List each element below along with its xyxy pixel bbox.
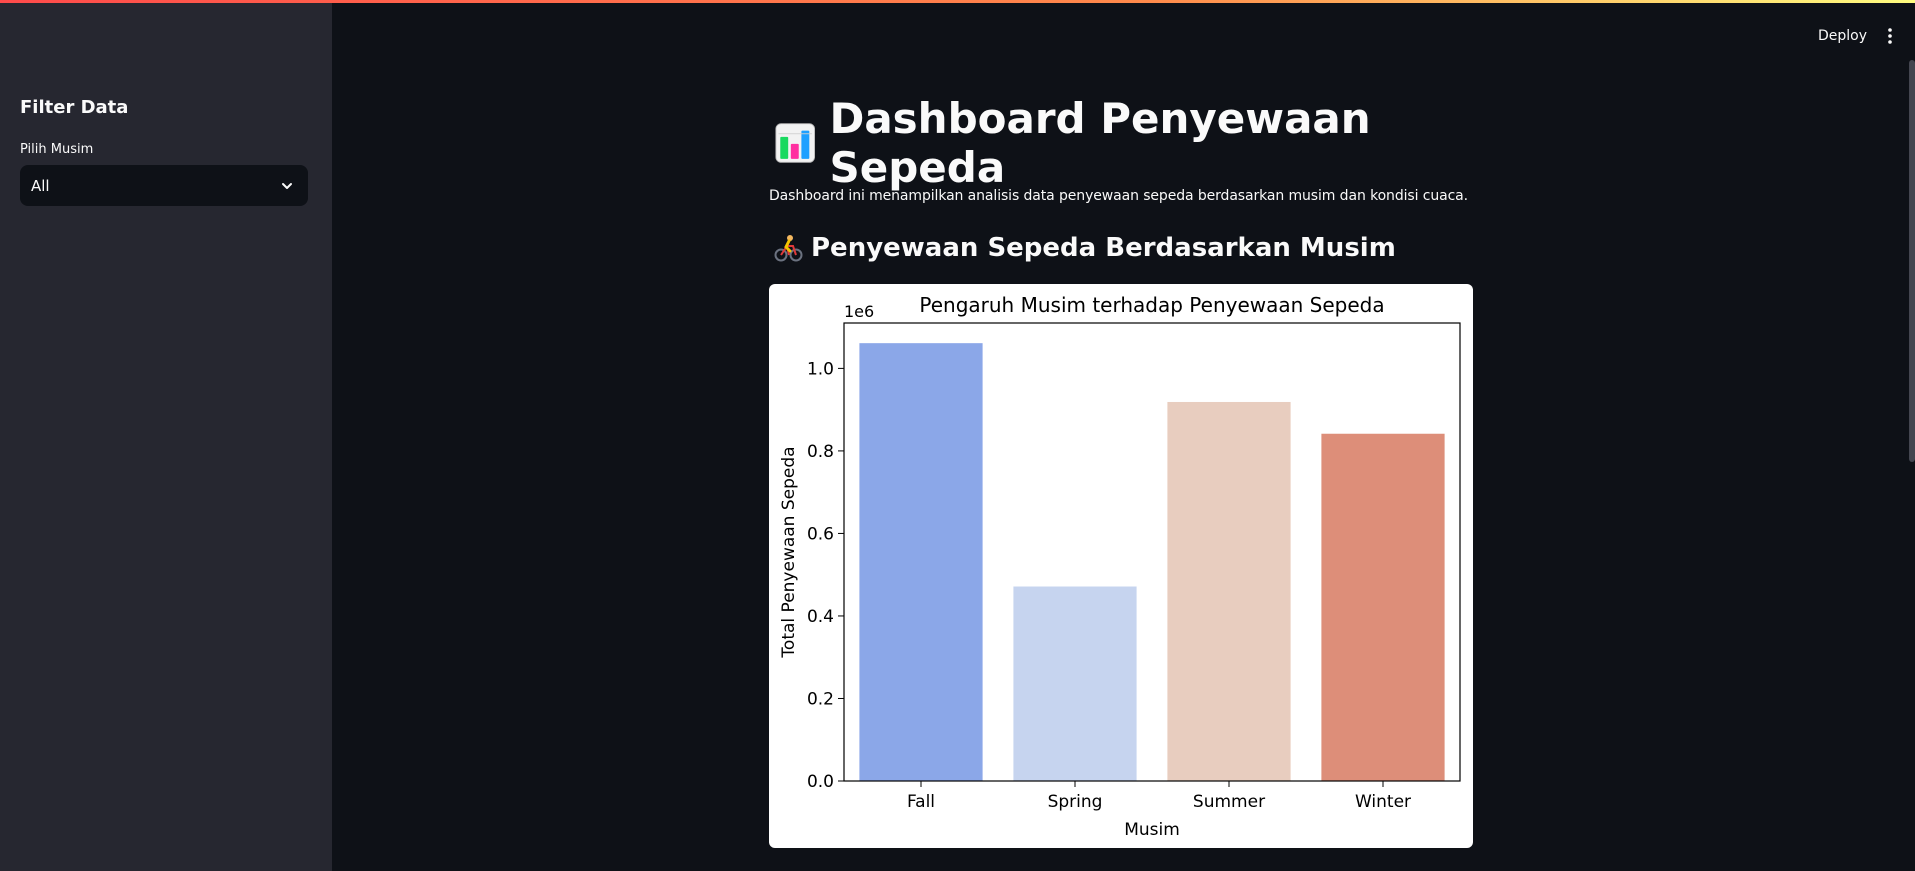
- y-tick-label: 0.4: [807, 607, 834, 627]
- chart-card: Pengaruh Musim terhadap Penyewaan Sepeda…: [769, 284, 1473, 848]
- x-axis-label: Musim: [1124, 820, 1180, 840]
- page-title: Dashboard Penyewaan Sepeda: [775, 94, 1473, 192]
- y-tick-label: 1.0: [807, 359, 834, 379]
- chart-bar-summer: [1167, 401, 1291, 781]
- chart-title: Pengaruh Musim terhadap Penyewaan Sepeda: [919, 293, 1384, 317]
- x-tick-label: Fall: [907, 792, 935, 812]
- chevron-down-icon: [282, 183, 292, 189]
- season-select-label: Pilih Musim: [20, 142, 94, 157]
- sidebar: Filter Data Pilih Musim All: [0, 3, 332, 871]
- chart-bar-fall: [859, 343, 983, 781]
- top-accent-bar: [0, 0, 1915, 3]
- main-scrollbar[interactable]: [1909, 60, 1915, 462]
- y-tick-label: 0.8: [807, 442, 834, 462]
- y-tick-label: 0.2: [807, 689, 834, 709]
- x-tick-label: Summer: [1193, 792, 1265, 812]
- section-title-text: Penyewaan Sepeda Berdasarkan Musim: [811, 233, 1396, 263]
- chart-bar-winter: [1321, 433, 1445, 781]
- deploy-button[interactable]: Deploy: [1817, 28, 1867, 44]
- bicyclist-icon: [774, 235, 803, 262]
- chart-scale-label: 1e6: [844, 302, 874, 321]
- chart-bar-spring: [1013, 586, 1137, 781]
- y-tick-label: 0.6: [807, 524, 834, 544]
- season-bar-chart: Pengaruh Musim terhadap Penyewaan Sepeda…: [779, 293, 1461, 840]
- sidebar-title: Filter Data: [20, 97, 129, 118]
- page-title-text: Dashboard Penyewaan Sepeda: [829, 94, 1371, 192]
- more-vertical-icon[interactable]: [1885, 27, 1895, 45]
- main-content: Dashboard Penyewaan Sepeda Dashboard ini…: [769, 94, 1473, 848]
- plot-frame: [843, 322, 1461, 782]
- page-description: Dashboard ini menampilkan analisis data …: [769, 188, 1468, 204]
- bar-chart-icon: [775, 123, 816, 163]
- season-select-value: All: [31, 177, 50, 195]
- x-tick-label: Spring: [1048, 792, 1103, 812]
- x-tick-label: Winter: [1355, 792, 1411, 812]
- header-actions: Deploy: [1818, 24, 1895, 48]
- section-title: Penyewaan Sepeda Berdasarkan Musim: [773, 228, 1473, 268]
- y-axis-label: Total Penyewaan Sepeda: [779, 446, 799, 658]
- y-tick-label: 0.0: [807, 772, 834, 792]
- season-select[interactable]: All: [20, 165, 308, 206]
